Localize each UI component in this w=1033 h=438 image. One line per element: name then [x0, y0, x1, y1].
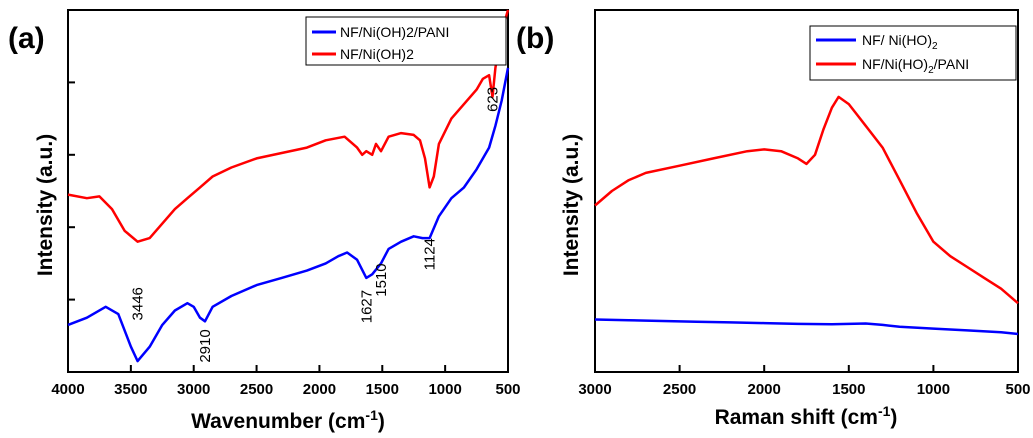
plot-frame-a — [67, 9, 509, 373]
x-tick-label-b-2: 2000 — [748, 381, 781, 398]
legend-label-a-nioh: NF/Ni(OH)2 — [340, 46, 414, 62]
x-axis-title-b: Raman shift (cm-1) — [715, 403, 898, 429]
plot-frame-b — [594, 9, 1019, 373]
x-tick-label-a-6: 1000 — [428, 381, 461, 398]
legend-box-b — [809, 25, 1017, 81]
annotation-a-3: 1510 — [373, 263, 390, 296]
tick-group-a: 4000 3500 3000 2500 2000 1500 1000 500 — [51, 9, 521, 398]
panel-a: (a) 4000 3500 3000 2500 2000 1500 1000 500 3446… — [8, 9, 521, 433]
x-tick-label-b-0: 3000 — [578, 381, 611, 398]
panel-label-b: (b) — [516, 22, 554, 55]
x-axis-title-a: Wavenumber (cm-1) — [191, 407, 385, 433]
x-axis-title-b-end: ) — [890, 406, 897, 429]
panel-b: (b) 3000 2500 2000 1500 1000 500 Intensity (a… — [516, 9, 1031, 429]
series-line-b-1 — [594, 95, 1019, 305]
x-tick-label-a-0: 4000 — [51, 381, 84, 398]
series-line-b-0 — [594, 318, 1019, 336]
annotation-a-1: 2910 — [197, 329, 214, 362]
annotation-a-2: 1627 — [358, 290, 375, 323]
legend-label-a-pani: NF/Ni(OH)2/PANI — [340, 24, 449, 40]
y-axis-title-a: Intensity (a.u.) — [34, 134, 57, 276]
legend-label-b-nioh-main: NF/ Ni(HO) — [862, 32, 932, 48]
annotation-a-0: 3446 — [130, 287, 147, 320]
legend-b: NF/ Ni(HO)2 NF/Ni(HO)2/PANI — [809, 25, 1017, 81]
panel-label-a: (a) — [8, 22, 45, 55]
legend-label-b-pani-main: NF/Ni(HO) — [862, 56, 928, 72]
legend-label-b-pani: NF/Ni(HO)2/PANI — [862, 56, 969, 76]
x-tick-label-b-1: 2500 — [663, 381, 696, 398]
legend-box-a — [305, 16, 507, 66]
x-axis-title-a-main: Wavenumber (cm — [191, 410, 365, 433]
annotation-a-4: 1124 — [422, 238, 439, 270]
legend-label-b-nioh: NF/ Ni(HO)2 — [862, 32, 938, 52]
y-axis-title-b: Intensity (a.u.) — [560, 134, 583, 276]
x-tick-label-a-7: 500 — [495, 381, 520, 398]
x-tick-label-b-5: 500 — [1005, 381, 1030, 398]
x-axis-title-b-sup: -1 — [878, 403, 891, 419]
x-tick-label-a-2: 3000 — [177, 381, 210, 398]
x-axis-title-a-sup: -1 — [365, 407, 378, 423]
x-tick-label-a-5: 1500 — [366, 381, 399, 398]
series-line-a-1 — [67, 9, 510, 243]
tick-group-b: 3000 2500 2000 1500 1000 500 — [578, 365, 1031, 398]
x-tick-label-b-4: 1000 — [917, 381, 950, 398]
x-axis-title-b-main: Raman shift (cm — [715, 406, 878, 429]
legend-label-b-pani-sub: 2 — [928, 65, 934, 76]
annotation-a-5: 623 — [485, 87, 502, 112]
x-tick-label-a-1: 3500 — [114, 381, 147, 398]
series-group-b — [594, 95, 1019, 336]
series-line-a-0 — [67, 67, 510, 363]
x-axis-title-a-end: ) — [378, 410, 385, 433]
series-group-a — [67, 9, 510, 363]
x-tick-label-a-4: 2000 — [303, 381, 336, 398]
legend-a: NF/Ni(OH)2/PANI NF/Ni(OH)2 — [305, 16, 507, 66]
legend-label-b-nioh-sub: 2 — [932, 41, 938, 52]
x-tick-label-b-3: 1500 — [832, 381, 865, 398]
legend-label-b-pani-end: /PANI — [934, 56, 970, 72]
x-tick-label-a-3: 2500 — [240, 381, 273, 398]
